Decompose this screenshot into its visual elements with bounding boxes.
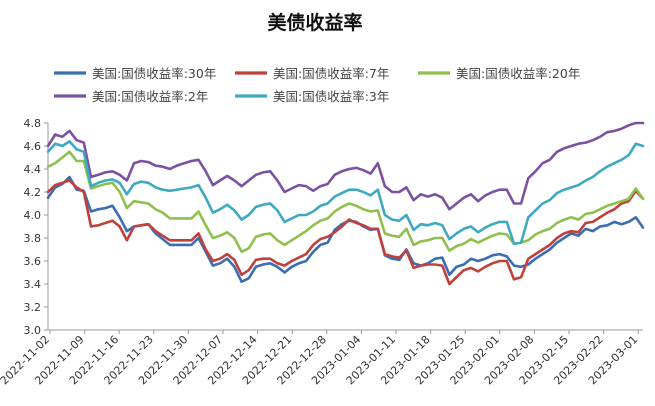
chart-title: 美债收益率	[267, 11, 362, 34]
y-tick-label: 4.8	[24, 117, 42, 130]
series-line-1	[46, 179, 645, 286]
legend-label-1: 美国:国债收益率:7年	[273, 66, 389, 81]
series-line-4	[46, 140, 645, 246]
legend-label-3: 美国:国债收益率:2年	[92, 89, 208, 104]
y-tick-label: 3.6	[24, 255, 42, 268]
legend-label-2: 美国:国债收益率:20年	[456, 66, 580, 81]
series-line-3	[46, 121, 645, 211]
y-tick-label: 3.2	[24, 301, 42, 314]
legend-label-0: 美国:国债收益率:30年	[92, 66, 216, 81]
y-tick-label: 3.4	[24, 278, 42, 291]
y-tick-label: 4.4	[24, 163, 42, 176]
x-axis: 2022-11-022022-11-092022-11-162022-11-23…	[0, 329, 643, 387]
y-tick-label: 4.6	[24, 140, 42, 153]
legend-label-4: 美国:国债收益率:3年	[273, 89, 389, 104]
series-line-2	[46, 150, 645, 254]
y-tick-label: 3.8	[24, 232, 42, 245]
y-axis: 3.0 3.2 3.4 3.6 3.8 4.0 4.2 4.4 4.6 4.8	[24, 117, 49, 337]
y-tick-label: 4.0	[24, 209, 42, 222]
y-tick-label: 4.2	[24, 186, 42, 199]
legend: 美国:国债收益率:30年 美国:国债收益率:7年 美国:国债收益率:20年美国:国债…	[54, 66, 580, 104]
y-tick-label: 3.0	[24, 324, 42, 337]
series-group	[46, 121, 645, 286]
